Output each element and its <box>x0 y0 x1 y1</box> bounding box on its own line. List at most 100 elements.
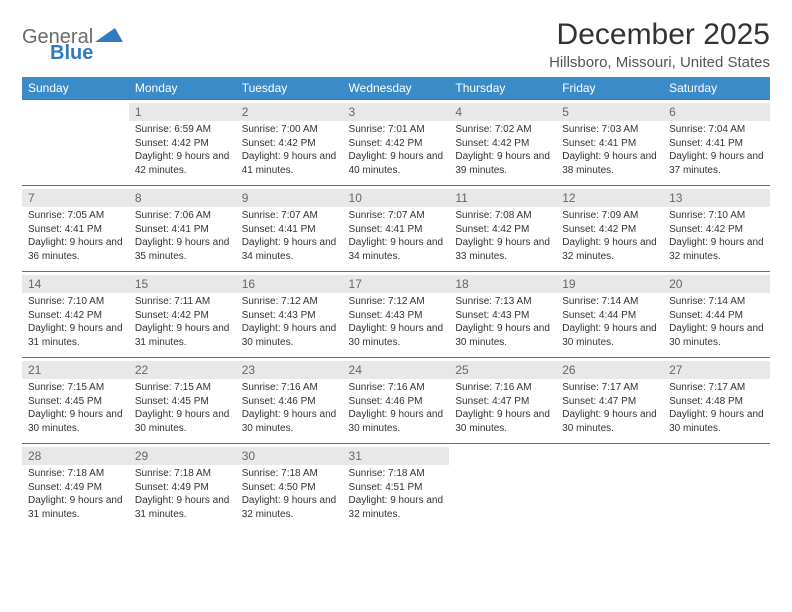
calendar-week-row: 21 Sunrise: 7:15 AMSunset: 4:45 PMDayligh… <box>22 358 770 444</box>
calendar-day-cell: 25 Sunrise: 7:16 AMSunset: 4:47 PMDayligh… <box>449 358 556 444</box>
day-details: Sunrise: 7:07 AMSunset: 4:41 PMDaylight:… <box>349 209 444 263</box>
day-number: 19 <box>556 275 663 293</box>
day-details: Sunrise: 6:59 AMSunset: 4:42 PMDaylight:… <box>135 123 230 177</box>
calendar-day-cell: 16Sunrise: 7:12 AMSunset: 4:43 PMDayligh… <box>236 272 343 358</box>
calendar-day-cell <box>663 444 770 530</box>
calendar-day-cell: 14 Sunrise: 7:10 AMSunset: 4:42 PMDayligh… <box>22 272 129 358</box>
day-details: Sunrise: 7:06 AMSunset: 4:41 PMDaylight:… <box>135 209 230 263</box>
calendar-day-cell: 29 Sunrise: 7:18 AMSunset: 4:49 PMDayligh… <box>129 444 236 530</box>
day-number: 30 <box>236 447 343 465</box>
calendar-day-cell: 27 Sunrise: 7:17 AMSunset: 4:48 PMDayligh… <box>663 358 770 444</box>
day-details: Sunrise: 7:18 AMSunset: 4:49 PMDaylight:… <box>28 467 123 521</box>
calendar-day-cell: 2 Sunrise: 7:00 AMSunset: 4:42 PMDaylight… <box>236 100 343 186</box>
day-number: 14 <box>22 275 129 293</box>
day-details: Sunrise: 7:14 AMSunset: 4:44 PMDaylight:… <box>562 295 657 349</box>
month-title: December 2025 <box>549 18 770 52</box>
day-details: Sunrise: 7:05 AMSunset: 4:41 PMDaylight:… <box>28 209 123 263</box>
brand-triangle-icon <box>95 26 123 49</box>
day-number: 3 <box>343 103 450 121</box>
day-details: Sunrise: 7:10 AMSunset: 4:42 PMDaylight:… <box>669 209 764 263</box>
day-number: 23 <box>236 361 343 379</box>
day-number: 31 <box>343 447 450 465</box>
day-number: 24 <box>343 361 450 379</box>
calendar-day-cell <box>22 100 129 186</box>
calendar-day-cell: 7Sunrise: 7:05 AMSunset: 4:41 PMDaylight… <box>22 186 129 272</box>
day-details: Sunrise: 7:02 AMSunset: 4:42 PMDaylight:… <box>455 123 550 177</box>
day-header: Tuesday <box>236 77 343 100</box>
day-number: 8 <box>129 189 236 207</box>
calendar-day-cell: 11 Sunrise: 7:08 AMSunset: 4:42 PMDayligh… <box>449 186 556 272</box>
day-details: Sunrise: 7:15 AMSunset: 4:45 PMDaylight:… <box>28 381 123 435</box>
day-details: Sunrise: 7:07 AMSunset: 4:41 PMDaylight:… <box>242 209 337 263</box>
day-details: Sunrise: 7:09 AMSunset: 4:42 PMDaylight:… <box>562 209 657 263</box>
day-header: Saturday <box>663 77 770 100</box>
calendar-day-cell: 21 Sunrise: 7:15 AMSunset: 4:45 PMDayligh… <box>22 358 129 444</box>
day-number: 15 <box>129 275 236 293</box>
day-details: Sunrise: 7:08 AMSunset: 4:42 PMDaylight:… <box>455 209 550 263</box>
calendar-day-cell: 4Sunrise: 7:02 AMSunset: 4:42 PMDaylight… <box>449 100 556 186</box>
day-number: 27 <box>663 361 770 379</box>
day-header: Monday <box>129 77 236 100</box>
calendar-day-cell <box>556 444 663 530</box>
day-details: Sunrise: 7:18 AMSunset: 4:49 PMDaylight:… <box>135 467 230 521</box>
day-details: Sunrise: 7:16 AMSunset: 4:46 PMDaylight:… <box>242 381 337 435</box>
day-number: 2 <box>236 103 343 121</box>
day-number: 28 <box>22 447 129 465</box>
day-number: 25 <box>449 361 556 379</box>
day-number: 13 <box>663 189 770 207</box>
day-details: Sunrise: 7:15 AMSunset: 4:45 PMDaylight:… <box>135 381 230 435</box>
calendar-day-cell: 20 Sunrise: 7:14 AMSunset: 4:44 PMDayligh… <box>663 272 770 358</box>
calendar-day-cell: 3 Sunrise: 7:01 AMSunset: 4:42 PMDaylight… <box>343 100 450 186</box>
day-number: 29 <box>129 447 236 465</box>
calendar-day-cell: 23 Sunrise: 7:16 AMSunset: 4:46 PMDayligh… <box>236 358 343 444</box>
calendar-day-cell: 19 Sunrise: 7:14 AMSunset: 4:44 PMDayligh… <box>556 272 663 358</box>
day-details: Sunrise: 7:00 AMSunset: 4:42 PMDaylight:… <box>242 123 337 177</box>
day-details: Sunrise: 7:12 AMSunset: 4:43 PMDaylight:… <box>349 295 444 349</box>
day-number: 6 <box>663 103 770 121</box>
day-details: Sunrise: 7:13 AMSunset: 4:43 PMDaylight:… <box>455 295 550 349</box>
calendar-day-cell: 18 Sunrise: 7:13 AMSunset: 4:43 PMDayligh… <box>449 272 556 358</box>
calendar-week-row: 1 Sunrise: 6:59 AMSunset: 4:42 PMDaylight… <box>22 100 770 186</box>
calendar-day-cell: 30 Sunrise: 7:18 AMSunset: 4:50 PMDayligh… <box>236 444 343 530</box>
day-header: Sunday <box>22 77 129 100</box>
calendar-body: 1 Sunrise: 6:59 AMSunset: 4:42 PMDaylight… <box>22 100 770 530</box>
calendar-day-cell: 22Sunrise: 7:15 AMSunset: 4:45 PMDayligh… <box>129 358 236 444</box>
calendar-day-cell <box>449 444 556 530</box>
brand-logo: General Blue <box>22 18 123 49</box>
day-details: Sunrise: 7:04 AMSunset: 4:41 PMDaylight:… <box>669 123 764 177</box>
day-details: Sunrise: 7:10 AMSunset: 4:42 PMDaylight:… <box>28 295 123 349</box>
day-number: 18 <box>449 275 556 293</box>
day-details: Sunrise: 7:11 AMSunset: 4:42 PMDaylight:… <box>135 295 230 349</box>
day-details: Sunrise: 7:16 AMSunset: 4:47 PMDaylight:… <box>455 381 550 435</box>
location-text: Hillsboro, Missouri, United States <box>549 54 770 71</box>
calendar-week-row: 14 Sunrise: 7:10 AMSunset: 4:42 PMDayligh… <box>22 272 770 358</box>
day-details: Sunrise: 7:14 AMSunset: 4:44 PMDaylight:… <box>669 295 764 349</box>
day-header: Thursday <box>449 77 556 100</box>
day-details: Sunrise: 7:01 AMSunset: 4:42 PMDaylight:… <box>349 123 444 177</box>
calendar-day-cell: 9 Sunrise: 7:07 AMSunset: 4:41 PMDaylight… <box>236 186 343 272</box>
day-details: Sunrise: 7:17 AMSunset: 4:48 PMDaylight:… <box>669 381 764 435</box>
day-number: 9 <box>236 189 343 207</box>
day-details: Sunrise: 7:12 AMSunset: 4:43 PMDaylight:… <box>242 295 337 349</box>
calendar-day-cell: 28 Sunrise: 7:18 AMSunset: 4:49 PMDayligh… <box>22 444 129 530</box>
calendar-day-cell: 8 Sunrise: 7:06 AMSunset: 4:41 PMDaylight… <box>129 186 236 272</box>
day-number: 1 <box>129 103 236 121</box>
day-number: 17 <box>343 275 450 293</box>
day-number: 10 <box>343 189 450 207</box>
day-details: Sunrise: 7:18 AMSunset: 4:50 PMDaylight:… <box>242 467 337 521</box>
calendar-week-row: 7Sunrise: 7:05 AMSunset: 4:41 PMDaylight… <box>22 186 770 272</box>
calendar-day-cell: 15 Sunrise: 7:11 AMSunset: 4:42 PMDayligh… <box>129 272 236 358</box>
day-number: 11 <box>449 189 556 207</box>
day-number: 26 <box>556 361 663 379</box>
day-header-row: SundayMondayTuesdayWednesdayThursdayFrid… <box>22 77 770 100</box>
day-number: 21 <box>22 361 129 379</box>
day-details: Sunrise: 7:03 AMSunset: 4:41 PMDaylight:… <box>562 123 657 177</box>
day-header: Friday <box>556 77 663 100</box>
day-details: Sunrise: 7:16 AMSunset: 4:46 PMDaylight:… <box>349 381 444 435</box>
calendar-day-cell: 5 Sunrise: 7:03 AMSunset: 4:41 PMDaylight… <box>556 100 663 186</box>
day-number: 12 <box>556 189 663 207</box>
day-number: 20 <box>663 275 770 293</box>
day-details: Sunrise: 7:18 AMSunset: 4:51 PMDaylight:… <box>349 467 444 521</box>
day-number: 5 <box>556 103 663 121</box>
calendar-day-cell: 24 Sunrise: 7:16 AMSunset: 4:46 PMDayligh… <box>343 358 450 444</box>
